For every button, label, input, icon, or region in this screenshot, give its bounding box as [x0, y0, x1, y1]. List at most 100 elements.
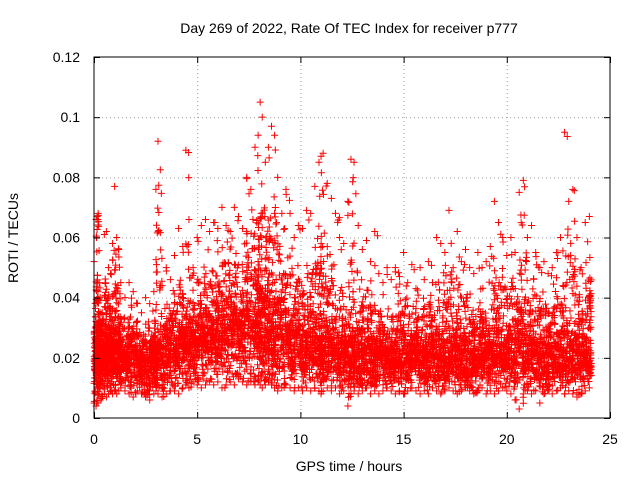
- data-point: [160, 375, 168, 383]
- data-point: [189, 286, 197, 294]
- data-point: [175, 224, 183, 232]
- data-point: [127, 294, 135, 302]
- data-point: [93, 212, 101, 220]
- data-point: [154, 227, 162, 235]
- data-point: [133, 317, 141, 325]
- data-point: [107, 270, 115, 278]
- data-point: [137, 390, 145, 398]
- data-point: [112, 250, 120, 258]
- data-point: [117, 384, 125, 392]
- data-point: [117, 319, 125, 327]
- data-point: [105, 291, 113, 299]
- data-point: [176, 276, 184, 284]
- data-point: [165, 304, 173, 312]
- data-point: [133, 387, 141, 395]
- data-point: [163, 320, 171, 328]
- data-point: [109, 256, 117, 264]
- data-point: [145, 327, 153, 335]
- data-point: [167, 339, 175, 347]
- data-point: [113, 306, 121, 314]
- data-point: [102, 285, 110, 293]
- data-point: [129, 288, 137, 296]
- data-point: [167, 363, 175, 371]
- data-point: [187, 383, 195, 391]
- data-point: [102, 227, 110, 235]
- data-point: [179, 323, 187, 331]
- data-point: [170, 307, 178, 315]
- data-point: [157, 327, 165, 335]
- data-point: [107, 271, 115, 279]
- data-point: [157, 189, 165, 197]
- data-point: [151, 320, 159, 328]
- data-point: [163, 379, 171, 387]
- data-point: [133, 299, 141, 307]
- data-point: [112, 307, 120, 315]
- data-point: [121, 294, 129, 302]
- data-point: [125, 323, 133, 331]
- data-point: [132, 342, 140, 350]
- data-point: [153, 279, 161, 287]
- data-point: [150, 324, 158, 332]
- data-point: [96, 384, 104, 392]
- data-point: [175, 292, 183, 300]
- data-point: [167, 328, 175, 336]
- data-point: [140, 330, 148, 338]
- data-point: [153, 261, 161, 269]
- data-point: [131, 374, 139, 382]
- data-point: [118, 335, 126, 343]
- data-point: [170, 387, 178, 395]
- data-point: [149, 307, 157, 315]
- data-point: [122, 364, 130, 372]
- data-point: [130, 381, 138, 389]
- data-point: [185, 148, 193, 156]
- data-point: [147, 360, 155, 368]
- data-point: [183, 357, 191, 365]
- data-point: [171, 367, 179, 375]
- data-point: [169, 287, 177, 295]
- data-point: [171, 374, 179, 382]
- data-point: [157, 310, 165, 318]
- data-point: [115, 246, 123, 254]
- data-point: [179, 384, 187, 392]
- data-point: [162, 390, 170, 398]
- data-point: [95, 218, 103, 226]
- data-point: [185, 265, 193, 273]
- data-point: [130, 322, 138, 330]
- data-point: [159, 380, 167, 388]
- data-point: [179, 316, 187, 324]
- data-point: [154, 137, 162, 145]
- data-point: [157, 321, 165, 329]
- data-point: [153, 355, 161, 363]
- data-point: [137, 309, 145, 317]
- data-point: [118, 349, 126, 357]
- data-point: [120, 325, 128, 333]
- data-point: [94, 288, 102, 296]
- data-point: [155, 328, 163, 336]
- data-point: [136, 328, 144, 336]
- data-point: [153, 221, 161, 229]
- data-point: [132, 318, 140, 326]
- data-point: [135, 333, 143, 341]
- data-point: [95, 299, 103, 307]
- data-point: [176, 362, 184, 370]
- data-point: [111, 182, 119, 190]
- data-point: [154, 204, 162, 212]
- data-point: [117, 279, 125, 287]
- data-point: [143, 371, 151, 379]
- data-point: [101, 275, 109, 283]
- data-point: [95, 247, 103, 255]
- data-point: [170, 290, 178, 298]
- data-point: [188, 317, 196, 325]
- data-point: [183, 310, 191, 318]
- data-point: [113, 299, 121, 307]
- data-point: [124, 327, 132, 335]
- data-point: [129, 330, 137, 338]
- data-point: [115, 300, 123, 308]
- data-point: [185, 367, 193, 375]
- data-point: [103, 296, 111, 304]
- data-point: [182, 240, 190, 248]
- data-point: [139, 354, 147, 362]
- data-point: [185, 215, 193, 223]
- data-point: [115, 253, 123, 261]
